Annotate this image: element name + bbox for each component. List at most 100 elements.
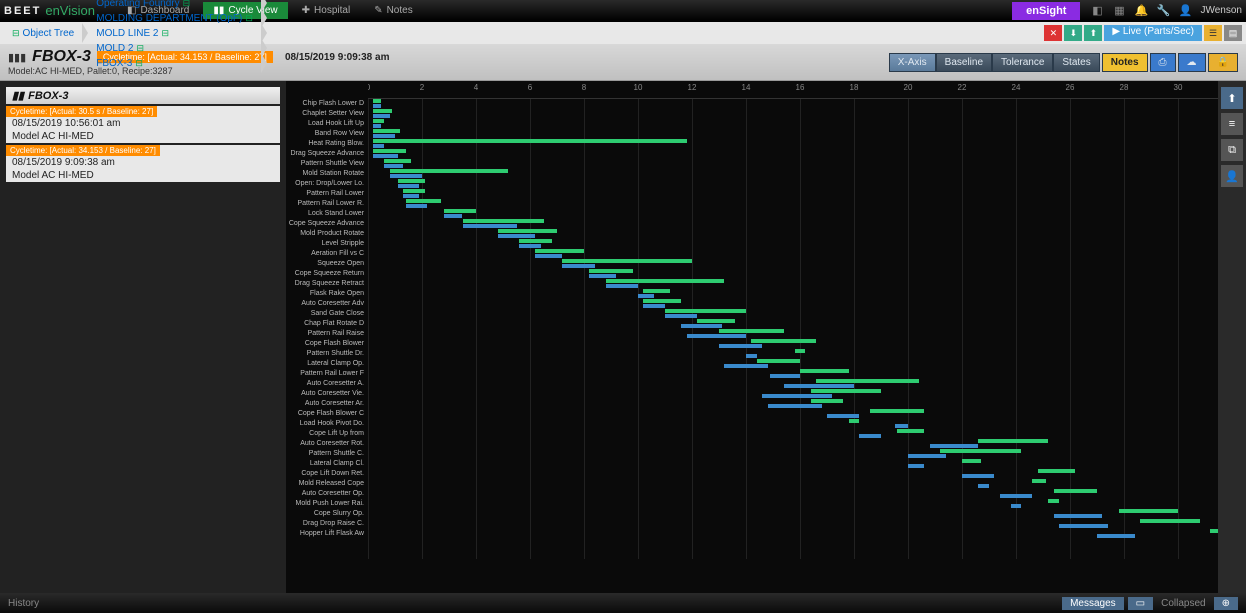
bar-actual[interactable]	[373, 139, 686, 143]
tool-copy-button[interactable]: ⧉	[1221, 139, 1243, 161]
tool-user-button[interactable]: 👤	[1221, 165, 1243, 187]
user-icon[interactable]: 👤	[1175, 1, 1195, 21]
crumb-download-button[interactable]: ⬇	[1064, 25, 1082, 41]
bar-actual[interactable]	[1038, 469, 1076, 473]
bar-baseline[interactable]	[665, 314, 697, 318]
bar-actual[interactable]	[498, 229, 557, 233]
bar-actual[interactable]	[589, 269, 632, 273]
bar-baseline[interactable]	[398, 184, 420, 188]
bar-actual[interactable]	[373, 119, 384, 123]
bar-baseline[interactable]	[373, 104, 381, 108]
window-icon[interactable]: ◧	[1087, 1, 1107, 21]
bar-baseline[interactable]	[1097, 534, 1135, 538]
lock-button[interactable]: 🔒	[1208, 53, 1238, 72]
view-btn-tolerance[interactable]: Tolerance	[992, 53, 1053, 72]
bar-actual[interactable]	[811, 389, 881, 393]
bar-baseline[interactable]	[978, 484, 989, 488]
bar-baseline[interactable]	[373, 144, 384, 148]
bar-baseline[interactable]	[444, 214, 463, 218]
bar-baseline[interactable]	[908, 464, 924, 468]
crumb-menu-button[interactable]: ▤	[1224, 25, 1242, 41]
export-button[interactable]: ⎙	[1150, 53, 1176, 72]
bar-actual[interactable]	[1054, 489, 1097, 493]
view-btn-states[interactable]: States	[1053, 53, 1099, 72]
bar-baseline[interactable]	[643, 304, 665, 308]
bar-actual[interactable]	[795, 349, 806, 353]
messages-button[interactable]: Messages	[1062, 597, 1124, 610]
bar-actual[interactable]	[962, 459, 981, 463]
view-btn-x-axis[interactable]: X-Axis	[889, 53, 936, 72]
bar-baseline[interactable]	[1000, 494, 1032, 498]
nav-item-hospital[interactable]: ✚Hospital	[292, 2, 361, 19]
bar-baseline[interactable]	[1011, 504, 1022, 508]
bar-actual[interactable]	[811, 399, 843, 403]
bar-baseline[interactable]	[746, 354, 757, 358]
bar-actual[interactable]	[519, 239, 551, 243]
bar-actual[interactable]	[406, 199, 441, 203]
bar-baseline[interactable]	[687, 334, 746, 338]
crumb-close-button[interactable]: ✕	[1044, 25, 1062, 41]
bar-actual[interactable]	[1140, 519, 1199, 523]
crumb-list-button[interactable]: ☰	[1204, 25, 1222, 41]
bar-actual[interactable]	[384, 159, 411, 163]
bar-baseline[interactable]	[373, 154, 397, 158]
bar-actual[interactable]	[606, 279, 725, 283]
bar-baseline[interactable]	[384, 164, 403, 168]
bar-actual[interactable]	[978, 439, 1048, 443]
notes-button[interactable]: Notes	[1102, 53, 1148, 72]
bar-actual[interactable]	[1210, 529, 1218, 533]
bar-actual[interactable]	[373, 129, 400, 133]
bar-baseline[interactable]	[681, 324, 722, 328]
breadcrumb-item[interactable]: FBOX-3 ⊟	[88, 56, 267, 71]
bar-actual[interactable]	[643, 299, 681, 303]
bar-baseline[interactable]	[930, 444, 979, 448]
bar-actual[interactable]	[403, 189, 425, 193]
bar-baseline[interactable]	[390, 174, 422, 178]
bar-baseline[interactable]	[535, 254, 562, 258]
live-pill[interactable]: ▶ Live (Parts/Sec)	[1104, 25, 1202, 41]
layout-button[interactable]: ▭	[1128, 597, 1153, 610]
bar-baseline[interactable]	[962, 474, 994, 478]
bar-baseline[interactable]	[859, 434, 881, 438]
bar-baseline[interactable]	[719, 344, 762, 348]
bar-actual[interactable]	[643, 289, 670, 293]
bar-actual[interactable]	[390, 169, 509, 173]
view-btn-baseline[interactable]: Baseline	[936, 53, 992, 72]
bar-baseline[interactable]	[589, 274, 616, 278]
bar-baseline[interactable]	[762, 394, 832, 398]
bar-baseline[interactable]	[562, 264, 594, 268]
breadcrumb-item[interactable]: MOLDING DEPARTMENT (OpF) ⊟	[88, 11, 267, 26]
breadcrumb-item[interactable]: MOLD LINE 2 ⊟	[88, 26, 267, 41]
bar-baseline[interactable]	[373, 134, 395, 138]
bar-baseline[interactable]	[770, 374, 800, 378]
bar-actual[interactable]	[816, 379, 919, 383]
bar-actual[interactable]	[665, 309, 746, 313]
bar-actual[interactable]	[751, 339, 816, 343]
bar-baseline[interactable]	[908, 454, 946, 458]
bar-actual[interactable]	[1048, 499, 1059, 503]
bar-actual[interactable]	[897, 429, 924, 433]
bar-actual[interactable]	[373, 109, 392, 113]
bar-actual[interactable]	[398, 179, 425, 183]
bar-actual[interactable]	[697, 319, 735, 323]
footer-history[interactable]: History	[8, 598, 39, 609]
bar-baseline[interactable]	[463, 224, 517, 228]
tool-list-button[interactable]: ≡	[1221, 113, 1243, 135]
crumb-upload-button[interactable]: ⬆	[1084, 25, 1102, 41]
bar-baseline[interactable]	[827, 414, 859, 418]
cycle-card[interactable]: Cycletime: [Actual: 34.153 / Baseline: 2…	[6, 145, 280, 182]
cycle-card[interactable]: Cycletime: [Actual: 30.5 s / Baseline: 2…	[6, 106, 280, 143]
bar-baseline[interactable]	[498, 234, 536, 238]
grid-icon[interactable]: ▦	[1109, 1, 1129, 21]
breadcrumb-item[interactable]: Operating Foundry ⊟	[88, 0, 267, 11]
bar-baseline[interactable]	[403, 194, 419, 198]
bar-baseline[interactable]	[373, 114, 389, 118]
bar-actual[interactable]	[800, 369, 849, 373]
bar-actual[interactable]	[373, 99, 381, 103]
bar-actual[interactable]	[373, 149, 405, 153]
ensight-button[interactable]: enSight	[1012, 2, 1080, 20]
wrench-icon[interactable]: 🔧	[1153, 1, 1173, 21]
bar-baseline[interactable]	[1059, 524, 1108, 528]
bell-icon[interactable]: 🔔	[1131, 1, 1151, 21]
bar-baseline[interactable]	[638, 294, 654, 298]
